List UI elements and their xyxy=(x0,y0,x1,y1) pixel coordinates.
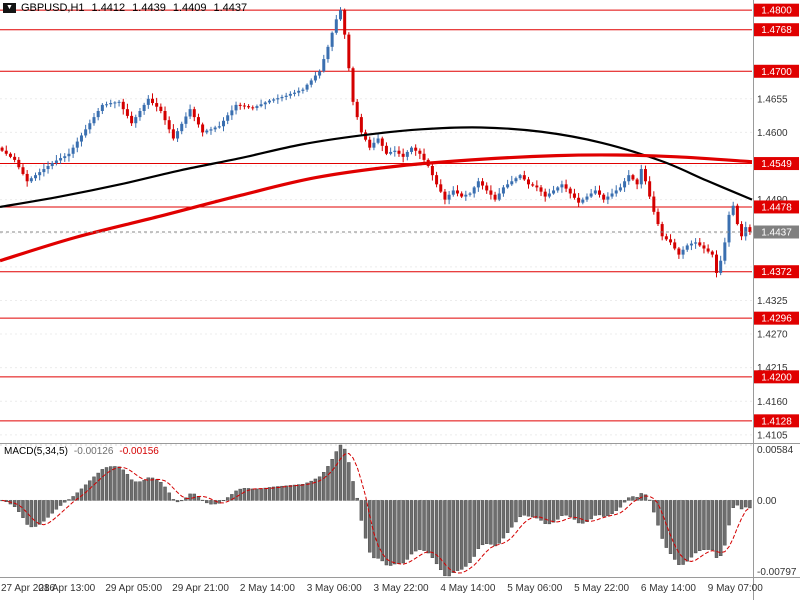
macd-histogram[interactable] xyxy=(0,444,752,577)
svg-text:1.4655: 1.4655 xyxy=(757,94,788,105)
svg-text:9 May 07:00: 9 May 07:00 xyxy=(708,583,763,594)
svg-text:0.00: 0.00 xyxy=(757,496,777,507)
svg-text:1.4160: 1.4160 xyxy=(757,397,788,408)
svg-text:1.4325: 1.4325 xyxy=(757,296,788,307)
svg-text:27 Apr 2016: 27 Apr 2016 xyxy=(1,583,55,594)
svg-text:1.4296: 1.4296 xyxy=(761,314,792,325)
svg-text:1.4105: 1.4105 xyxy=(757,430,788,441)
price-gridlines xyxy=(0,98,752,436)
svg-text:4 May 14:00: 4 May 14:00 xyxy=(440,583,495,594)
svg-text:29 Apr 05:00: 29 Apr 05:00 xyxy=(105,583,162,594)
ma-fast-red-line xyxy=(0,153,753,263)
svg-text:1.4768: 1.4768 xyxy=(761,25,792,36)
svg-text:28 Apr 13:00: 28 Apr 13:00 xyxy=(38,583,95,594)
svg-text:1.4215: 1.4215 xyxy=(757,363,788,374)
svg-text:29 Apr 21:00: 29 Apr 21:00 xyxy=(172,583,229,594)
svg-text:1.4372: 1.4372 xyxy=(761,267,792,278)
svg-text:1.4128: 1.4128 xyxy=(761,416,792,427)
svg-text:6 May 14:00: 6 May 14:00 xyxy=(641,583,696,594)
macd-gridlines xyxy=(0,444,752,501)
candles[interactable] xyxy=(0,7,752,278)
macd-axis-labels[interactable]: 0.00584 0.00 -0.00797 xyxy=(757,445,797,578)
svg-text:2 May 14:00: 2 May 14:00 xyxy=(240,583,295,594)
svg-text:5 May 22:00: 5 May 22:00 xyxy=(574,583,629,594)
svg-text:1.4800: 1.4800 xyxy=(761,6,792,17)
macd-signal-line xyxy=(2,452,751,574)
svg-text:1.4437: 1.4437 xyxy=(761,228,792,239)
svg-text:3 May 06:00: 3 May 06:00 xyxy=(307,583,362,594)
svg-text:1.4549: 1.4549 xyxy=(761,159,792,170)
svg-text:3 May 22:00: 3 May 22:00 xyxy=(374,583,429,594)
svg-text:1.4700: 1.4700 xyxy=(761,67,792,78)
ma-slow-black-line xyxy=(0,126,753,209)
level-lines xyxy=(0,9,752,422)
svg-text:1.4270: 1.4270 xyxy=(757,330,788,341)
svg-text:0.00584: 0.00584 xyxy=(757,445,794,456)
svg-text:1.4200: 1.4200 xyxy=(761,372,792,383)
level-badges: 1.4800 1.4768 1.4700 1.4549 1.4478 1.4372 1.42… xyxy=(754,3,799,428)
svg-text:1.4478: 1.4478 xyxy=(761,202,792,213)
svg-text:5 May 06:00: 5 May 06:00 xyxy=(507,583,562,594)
svg-text:-0.00797: -0.00797 xyxy=(757,567,797,578)
current-price-badge: 1.4437 xyxy=(754,225,799,239)
svg-text:1.4600: 1.4600 xyxy=(757,128,788,139)
